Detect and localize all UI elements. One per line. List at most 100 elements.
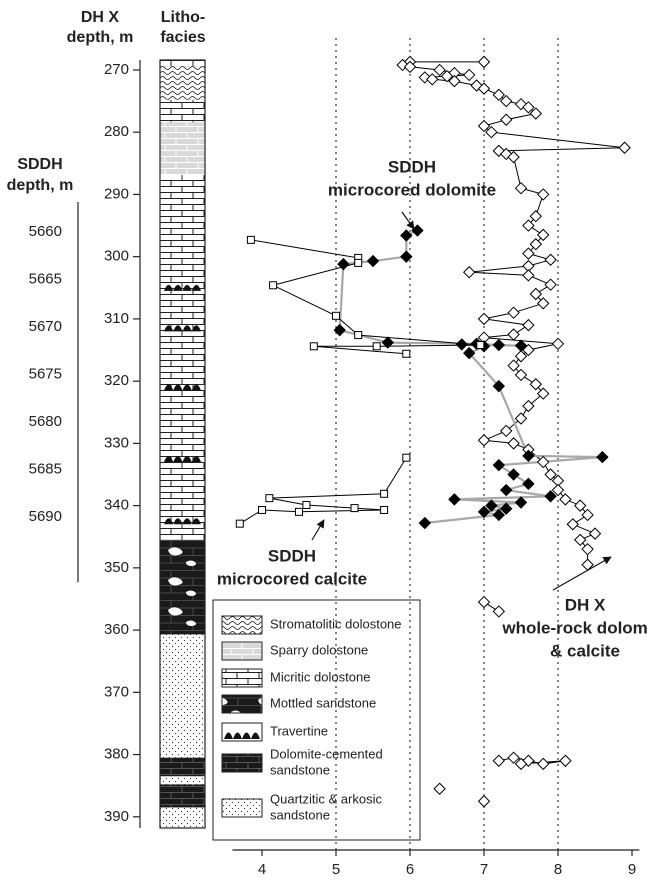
legend-swatch [222,695,262,713]
data-point [508,469,519,480]
data-point [296,508,303,515]
data-point [523,320,534,331]
column-title: Litho- [161,9,205,26]
y2-tick-label: 5690 [29,508,62,525]
data-point [373,343,380,350]
data-point [266,495,273,502]
legend-label: Mottled sandstone [270,695,376,710]
y2-tick-label: 5680 [29,413,62,430]
data-point [479,313,490,324]
y2-tick-label: 5670 [29,318,62,335]
data-point [236,520,243,527]
data-point [523,248,534,259]
x-tick-label: 5 [332,861,340,878]
legend-label: Dolomite-cemented [270,746,383,761]
legend-swatch [222,754,262,772]
lithology-interval [160,175,205,540]
lithology-interval [160,66,205,100]
data-point [553,338,564,349]
column-title: facies [160,29,205,46]
data-point [538,189,549,200]
legend-swatch [222,799,262,817]
data-point [464,69,475,80]
data-point [493,340,504,351]
data-point [619,142,630,153]
annotation: whole-rock dolomite [501,618,647,637]
y2-tick-label: 5665 [29,271,62,288]
data-point [493,606,504,617]
data-point [247,236,254,243]
annotation: microcored dolomite [328,180,496,199]
lithology-interval [160,784,205,807]
y-tick-label: 280 [104,123,129,140]
data-point [545,279,556,290]
annotation: DH X [565,595,606,614]
y2-axis-title: SDDH [17,156,62,173]
x-tick-label: 8 [554,861,562,878]
data-point [590,528,601,539]
data-point [538,229,549,240]
lithology-interval [160,758,205,777]
legend-label: sandstone [270,807,330,822]
data-point [501,485,512,496]
legend-swatch [222,616,262,634]
legend-label: Stromatolitic dolostone [270,616,402,631]
data-point [567,519,578,530]
data-point [523,478,534,489]
data-point [368,256,379,267]
y-tick-label: 310 [104,310,129,327]
y-tick-label: 320 [104,372,129,389]
data-point [530,211,541,222]
data-point [351,505,358,512]
data-point [419,518,430,529]
y2-tick-label: 5675 [29,366,62,383]
data-point [575,500,586,511]
legend-label: Micritic dolostone [270,669,370,684]
x-tick-label: 4 [258,861,266,878]
data-point [508,360,519,371]
data-point [508,307,519,318]
y2-axis-title: depth, m [7,177,74,194]
data-point [493,755,504,766]
y2-tick-label: 5660 [29,223,62,240]
data-point [508,438,519,449]
data-point [355,332,362,339]
lithology-interval [160,540,205,635]
data-point [464,267,475,278]
lithology-interval [160,776,205,784]
y-tick-label: 340 [104,497,129,514]
annotation: & calcite [550,641,620,660]
data-point [516,369,527,380]
y-tick-label: 290 [104,185,129,202]
legend-swatch [222,669,262,687]
data-point [479,56,490,67]
x-tick-label: 9 [628,861,636,878]
data-point [516,183,527,194]
data-point [303,501,310,508]
data-point [538,298,549,309]
data-point [479,435,490,446]
annotation-arrow [553,557,611,590]
data-point [501,114,512,125]
annotation-arrow [402,212,414,229]
data-point [538,758,549,769]
legend-label: Quartzitic & arkosic [270,791,382,806]
data-point [381,490,388,497]
data-point [403,454,410,461]
data-point [412,225,423,236]
y-tick-label: 370 [104,683,129,700]
y-axis-title: DH X [81,9,120,26]
data-point [560,494,571,505]
legend-swatch [222,642,262,660]
lithology-interval [160,60,205,66]
legend-label: sandstone [270,762,330,777]
y-tick-label: 390 [104,808,129,825]
chart: DH X depth, m Litho- facies SDDH depth, … [0,0,647,882]
data-point [259,506,266,513]
data-point [479,597,490,608]
annotation: microcored calcite [217,569,367,588]
data-point [449,494,460,505]
y-tick-label: 350 [104,559,129,576]
data-point [530,239,541,250]
data-point [403,350,410,357]
